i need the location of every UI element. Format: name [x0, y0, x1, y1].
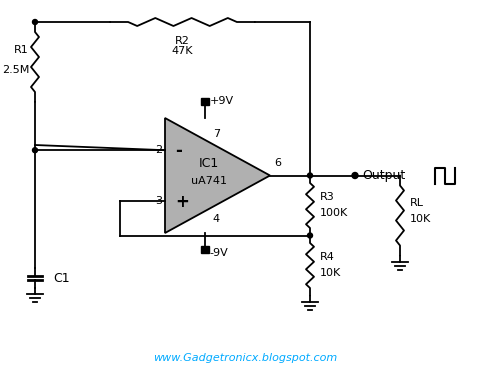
Text: R3: R3: [320, 192, 335, 201]
Text: R1: R1: [14, 45, 29, 55]
Circle shape: [352, 172, 358, 178]
Text: IC1: IC1: [199, 157, 219, 170]
Text: 2.5M: 2.5M: [1, 65, 29, 75]
Text: 2: 2: [155, 145, 162, 155]
Text: 4: 4: [213, 214, 220, 224]
Text: 3: 3: [155, 196, 162, 206]
Text: 7: 7: [213, 129, 220, 139]
Bar: [201, 246, 209, 253]
Text: uA741: uA741: [191, 176, 227, 186]
Text: 100K: 100K: [320, 208, 348, 218]
Bar: [201, 98, 209, 105]
Text: Output: Output: [362, 169, 405, 182]
Text: C1: C1: [53, 272, 70, 285]
Text: RL: RL: [410, 198, 424, 208]
Circle shape: [308, 233, 313, 238]
Polygon shape: [165, 118, 270, 233]
Text: 10K: 10K: [320, 268, 341, 278]
Text: R4: R4: [320, 252, 335, 261]
Text: 6: 6: [274, 159, 281, 168]
Text: +9V: +9V: [210, 96, 234, 106]
Text: -9V: -9V: [210, 248, 229, 258]
Circle shape: [32, 20, 38, 24]
Text: -: -: [175, 142, 182, 160]
Text: R2: R2: [175, 36, 190, 46]
Text: +: +: [175, 193, 189, 211]
Circle shape: [32, 148, 38, 153]
Text: 47K: 47K: [172, 46, 193, 56]
Text: 10K: 10K: [410, 214, 431, 225]
Circle shape: [308, 173, 313, 178]
Text: www.Gadgetronicx.blogspot.com: www.Gadgetronicx.blogspot.com: [153, 353, 337, 363]
